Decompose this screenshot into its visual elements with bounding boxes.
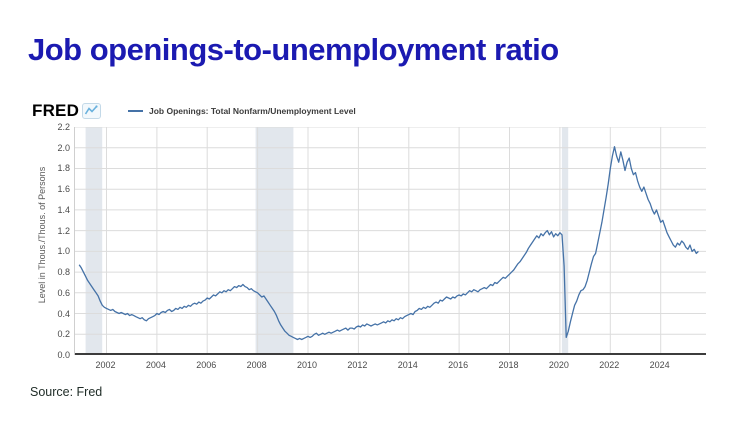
x-tick-label: 2004 [145,360,166,370]
recession-band [255,127,294,355]
y-tick-label: 0.8 [57,267,70,278]
y-tick-label: 0.4 [57,308,70,319]
y-tick-label: 0.0 [57,350,70,360]
x-tick-label: 2006 [196,360,217,370]
recession-band [561,127,569,355]
y-tick-label: 2.2 [57,122,70,132]
y-tick-label: 1.8 [57,163,70,174]
y-tick-label: 1.6 [57,184,70,195]
y-tick-label: 1.4 [57,204,70,215]
x-tick-label: 2002 [95,360,116,370]
chart-header: FRED [32,101,102,120]
plot-area [74,127,706,355]
recession-band [85,127,103,355]
x-tick-label: 2012 [347,360,368,370]
page-title: Job openings-to-unemployment ratio [28,31,559,67]
chart-canvas [75,127,706,355]
y-tick-label: 1.0 [57,246,70,257]
y-tick-label: 0.2 [57,329,70,340]
x-tick-label: 2024 [649,360,670,370]
fred-logo: FRED [32,101,80,120]
x-tick-label: 2018 [498,360,519,370]
fred-logo-chart-icon [82,103,102,119]
legend-line-swatch [128,110,143,112]
fred-chart-widget: FRED Job Openings: Total Nonfarm/Unemplo… [30,98,727,384]
data-line [78,146,699,341]
x-tick-label: 2008 [246,360,267,370]
x-tick-label: 2014 [397,360,418,370]
source-caption: Source: Fred [30,385,103,399]
x-tick-label: 2020 [548,360,569,370]
y-tick-label: 1.2 [57,225,70,236]
y-tick-label: 2.0 [57,142,70,153]
x-tick-label: 2010 [296,360,318,370]
legend-label: Job Openings: Total Nonfarm/Unemployment… [149,106,356,116]
legend: Job Openings: Total Nonfarm/Unemployment… [128,104,356,118]
x-axis-line [75,353,706,355]
x-tick-label: 2016 [448,360,469,370]
y-tick-label: 0.6 [57,287,70,298]
x-tick-label: 2022 [599,360,620,370]
